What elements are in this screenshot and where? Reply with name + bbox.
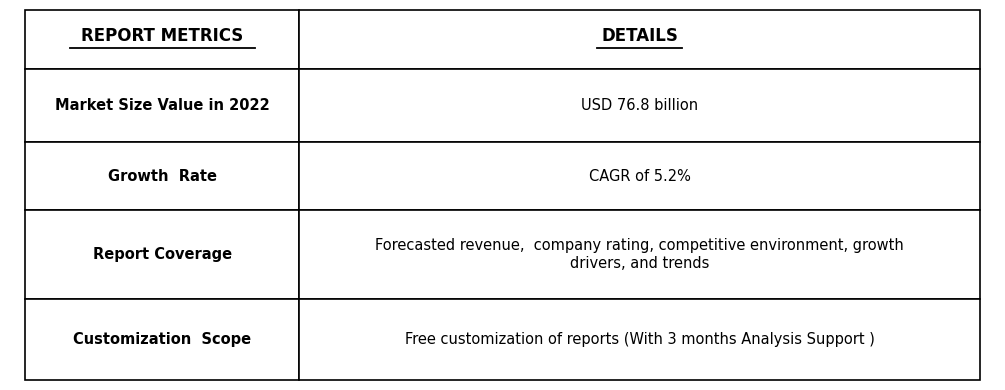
Bar: [25, 211, 299, 299]
Text: Report Coverage: Report Coverage: [92, 247, 232, 262]
Bar: [299, 142, 980, 211]
Bar: [299, 10, 980, 69]
Bar: [25, 142, 299, 211]
Text: Growth  Rate: Growth Rate: [108, 169, 217, 184]
Text: Forecasted revenue,  company rating, competitive environment, growth
drivers, an: Forecasted revenue, company rating, comp…: [375, 238, 903, 271]
Bar: [25, 69, 299, 142]
Text: REPORT METRICS: REPORT METRICS: [81, 27, 243, 44]
Bar: [25, 299, 299, 380]
Text: Free customization of reports (With 3 months Analysis Support ): Free customization of reports (With 3 mo…: [405, 332, 874, 347]
Text: USD 76.8 billion: USD 76.8 billion: [581, 98, 698, 113]
Bar: [25, 10, 299, 69]
Text: Customization  Scope: Customization Scope: [73, 332, 251, 347]
Text: DETAILS: DETAILS: [601, 27, 678, 44]
Bar: [299, 211, 980, 299]
Bar: [299, 299, 980, 380]
Bar: [299, 69, 980, 142]
Text: Market Size Value in 2022: Market Size Value in 2022: [54, 98, 269, 113]
Text: CAGR of 5.2%: CAGR of 5.2%: [589, 169, 690, 184]
